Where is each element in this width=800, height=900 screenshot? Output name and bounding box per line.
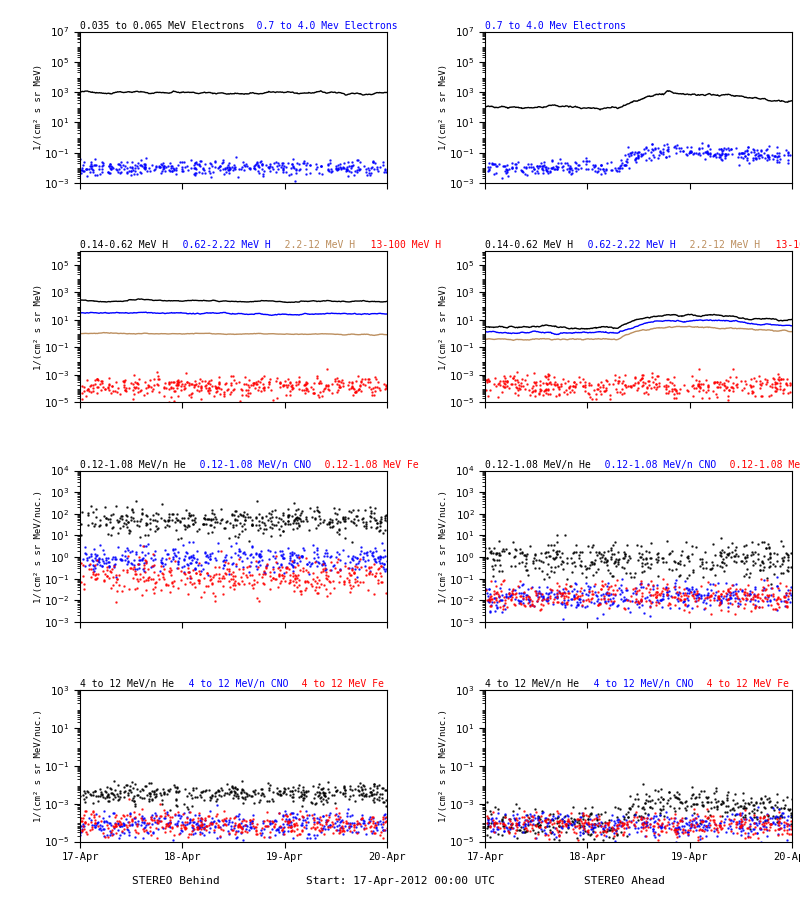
Text: 0.12-1.08 MeV/n CNO: 0.12-1.08 MeV/n CNO [182, 460, 311, 470]
Text: 0.62-2.22 MeV H: 0.62-2.22 MeV H [570, 240, 676, 250]
Text: 0.14-0.62 MeV H: 0.14-0.62 MeV H [485, 240, 574, 250]
Text: 0.12-1.08 MeV Fe: 0.12-1.08 MeV Fe [307, 460, 418, 470]
Text: 4 to 12 MeV Fe: 4 to 12 MeV Fe [690, 680, 790, 689]
Text: 13-100 MeV H: 13-100 MeV H [353, 240, 441, 250]
Text: 0.12-1.08 MeV Fe: 0.12-1.08 MeV Fe [712, 460, 800, 470]
Y-axis label: 1/(cm² s sr MeV/nuc.): 1/(cm² s sr MeV/nuc.) [439, 709, 448, 823]
Text: 0.7 to 4.0 Mev Electrons: 0.7 to 4.0 Mev Electrons [485, 21, 626, 31]
Y-axis label: 1/(cm² s sr MeV/nuc.): 1/(cm² s sr MeV/nuc.) [34, 490, 42, 603]
Text: 4 to 12 MeV/n He: 4 to 12 MeV/n He [80, 680, 174, 689]
Text: 0.7 to 4.0 Mev Electrons: 0.7 to 4.0 Mev Electrons [239, 21, 398, 31]
Y-axis label: 1/(cm² s sr MeV): 1/(cm² s sr MeV) [34, 64, 42, 150]
Text: 4 to 12 MeV/n He: 4 to 12 MeV/n He [485, 680, 579, 689]
Text: 0.62-2.22 MeV H: 0.62-2.22 MeV H [165, 240, 271, 250]
Text: 2.2-12 MeV H: 2.2-12 MeV H [673, 240, 761, 250]
Y-axis label: 1/(cm² s sr MeV): 1/(cm² s sr MeV) [34, 284, 42, 370]
Text: Start: 17-Apr-2012 00:00 UTC: Start: 17-Apr-2012 00:00 UTC [306, 876, 494, 886]
Text: 4 to 12 MeV Fe: 4 to 12 MeV Fe [284, 680, 384, 689]
Text: 0.12-1.08 MeV/n CNO: 0.12-1.08 MeV/n CNO [587, 460, 717, 470]
Text: 13-100 MeV H: 13-100 MeV H [758, 240, 800, 250]
Text: STEREO Ahead: STEREO Ahead [583, 876, 665, 886]
Text: 0.12-1.08 MeV/n He: 0.12-1.08 MeV/n He [80, 460, 186, 470]
Text: 2.2-12 MeV H: 2.2-12 MeV H [267, 240, 355, 250]
Y-axis label: 1/(cm² s sr MeV/nuc.): 1/(cm² s sr MeV/nuc.) [34, 709, 42, 823]
Y-axis label: 1/(cm² s sr MeV): 1/(cm² s sr MeV) [439, 284, 448, 370]
Y-axis label: 1/(cm² s sr MeV): 1/(cm² s sr MeV) [439, 64, 448, 150]
Y-axis label: 1/(cm² s sr MeV/nuc.): 1/(cm² s sr MeV/nuc.) [439, 490, 448, 603]
Text: 0.12-1.08 MeV/n He: 0.12-1.08 MeV/n He [485, 460, 591, 470]
Text: STEREO Behind: STEREO Behind [132, 876, 220, 886]
Text: 4 to 12 MeV/n CNO: 4 to 12 MeV/n CNO [576, 680, 694, 689]
Text: 0.035 to 0.065 MeV Electrons: 0.035 to 0.065 MeV Electrons [80, 21, 245, 31]
Text: 0.14-0.62 MeV H: 0.14-0.62 MeV H [80, 240, 168, 250]
Text: 4 to 12 MeV/n CNO: 4 to 12 MeV/n CNO [171, 680, 288, 689]
